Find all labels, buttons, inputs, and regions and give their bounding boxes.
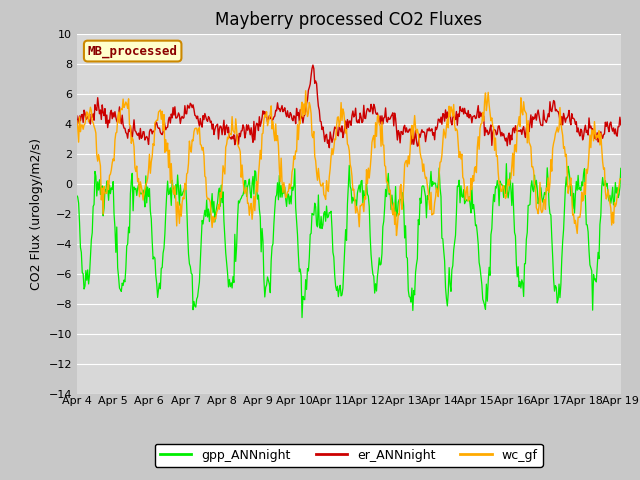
wc_gf [484,89,492,95]
Line: er_ANNnight: er_ANNnight [77,65,621,148]
wc_gf [392,233,400,239]
Title: Mayberry processed CO2 Fluxes: Mayberry processed CO2 Fluxes [215,11,483,29]
gpp_ANNnight [437,193,445,199]
er_ANNnight [73,113,81,119]
er_ANNnight [213,122,221,128]
gpp_ANNnight [394,199,402,205]
wc_gf [320,192,328,197]
er_ANNnight [169,105,177,110]
gpp_ANNnight [298,315,306,321]
er_ANNnight [396,130,403,136]
gpp_ANNnight [617,166,625,171]
wc_gf [396,212,403,217]
er_ANNnight [325,145,333,151]
Line: gpp_ANNnight: gpp_ANNnight [77,164,621,318]
gpp_ANNnight [213,204,221,210]
Line: wc_gf: wc_gf [77,91,621,236]
wc_gf [302,88,310,94]
gpp_ANNnight [73,193,81,199]
Legend: gpp_ANNnight, er_ANNnight, wc_gf: gpp_ANNnight, er_ANNnight, wc_gf [155,444,543,467]
wc_gf [438,153,445,158]
er_ANNnight [484,132,492,137]
wc_gf [617,176,625,182]
gpp_ANNnight [169,185,177,191]
wc_gf [213,210,221,216]
gpp_ANNnight [483,298,491,304]
er_ANNnight [617,122,625,128]
Y-axis label: CO2 Flux (urology/m2/s): CO2 Flux (urology/m2/s) [30,138,43,289]
Text: MB_processed: MB_processed [88,44,178,58]
wc_gf [169,189,177,194]
er_ANNnight [438,121,445,127]
gpp_ANNnight [320,210,328,216]
er_ANNnight [309,62,317,68]
er_ANNnight [320,131,328,137]
gpp_ANNnight [502,161,510,167]
wc_gf [73,118,81,123]
